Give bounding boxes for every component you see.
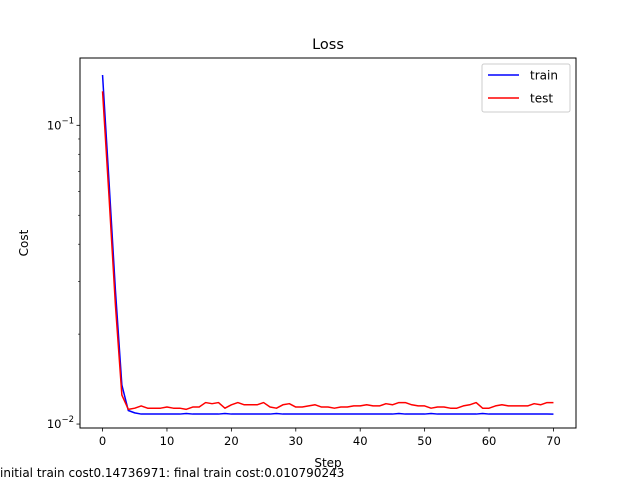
series-line-test xyxy=(101,91,554,411)
x-tick-label: 10 xyxy=(160,434,175,448)
x-tick-label: 70 xyxy=(546,434,561,448)
x-axis-label: Step xyxy=(314,456,341,470)
legend-box xyxy=(481,63,571,113)
y-axis-label: Cost xyxy=(17,229,31,256)
x-tick-label: 30 xyxy=(288,434,303,448)
x-axis: 0 10 20 30 40 50 60 70 xyxy=(99,428,561,448)
legend-label-train: train xyxy=(530,69,558,83)
x-tick-label: 40 xyxy=(353,434,368,448)
legend-label-test: test xyxy=(530,92,553,106)
x-tick-label: 0 xyxy=(99,434,106,448)
y-tick-label: 10−1 xyxy=(47,116,74,132)
y-axis: 10−1 10−2 xyxy=(47,116,80,431)
series-line-train xyxy=(101,74,554,415)
legend: train test xyxy=(481,63,571,113)
x-tick-label: 50 xyxy=(417,434,432,448)
cost-summary: initial train cost0.14736971: final trai… xyxy=(0,466,345,480)
x-tick-label: 20 xyxy=(224,434,239,448)
x-tick-label: 60 xyxy=(482,434,497,448)
axes-frame xyxy=(79,57,577,429)
chart-title: Loss xyxy=(312,37,344,53)
plot-area xyxy=(101,74,554,415)
y-tick-label: 10−2 xyxy=(47,415,74,431)
